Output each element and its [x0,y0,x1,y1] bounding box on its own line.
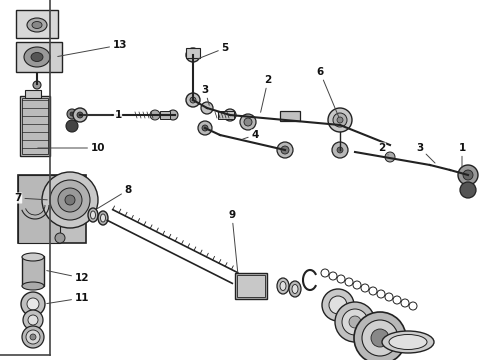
Circle shape [73,108,87,122]
Circle shape [240,114,256,130]
Text: 3: 3 [416,143,435,163]
Text: 13: 13 [58,40,127,57]
Circle shape [329,296,347,314]
Bar [25,90,41,98]
Circle shape [27,298,39,310]
Ellipse shape [22,282,44,290]
Circle shape [168,110,178,120]
Ellipse shape [91,211,96,219]
Circle shape [186,48,200,62]
Circle shape [26,330,40,344]
Ellipse shape [22,253,44,261]
Bar [16,42,62,72]
Circle shape [21,292,45,316]
Text: 10: 10 [38,143,105,153]
Circle shape [23,310,43,330]
Bar [16,10,58,38]
Circle shape [332,142,348,158]
Bar [18,175,86,243]
Circle shape [55,233,65,243]
Bar [235,273,267,299]
Ellipse shape [32,22,42,28]
Text: 4: 4 [243,130,259,140]
Bar [218,111,234,119]
Circle shape [371,329,389,347]
Circle shape [42,172,98,228]
Circle shape [354,312,406,360]
Bar [237,275,265,297]
Circle shape [190,97,196,103]
Ellipse shape [24,47,50,67]
Circle shape [65,195,75,205]
Circle shape [58,188,82,212]
Circle shape [50,180,90,220]
Circle shape [28,315,38,325]
Circle shape [33,81,41,89]
Circle shape [362,320,398,356]
Text: 9: 9 [228,210,238,272]
Text: 11: 11 [47,293,89,303]
Ellipse shape [31,53,43,62]
Circle shape [342,309,368,335]
Circle shape [70,112,74,116]
Circle shape [281,146,289,154]
Bar [18,175,60,243]
Text: 6: 6 [317,67,339,117]
Circle shape [328,108,352,132]
Text: 1: 1 [83,110,122,120]
Ellipse shape [98,211,108,225]
Circle shape [186,93,200,107]
Circle shape [201,102,213,114]
Bar [186,48,200,58]
Circle shape [460,182,476,198]
Circle shape [190,52,196,58]
Circle shape [458,165,478,185]
Circle shape [337,117,343,123]
Text: 5: 5 [197,43,229,59]
Ellipse shape [292,284,298,293]
Bar [160,111,170,119]
Circle shape [30,334,36,340]
Text: 2: 2 [261,75,271,112]
Bar [22,256,44,286]
Ellipse shape [27,18,47,32]
Circle shape [198,121,212,135]
Circle shape [77,112,83,118]
Circle shape [277,142,293,158]
Text: 8: 8 [98,185,132,208]
Circle shape [335,302,375,342]
Bar [20,96,50,156]
Circle shape [202,125,208,131]
Text: 3: 3 [201,85,209,105]
Ellipse shape [100,214,105,222]
Ellipse shape [280,282,286,291]
Bar [22,98,48,154]
Circle shape [463,170,473,180]
Circle shape [224,109,236,121]
Text: 7: 7 [14,193,47,203]
Circle shape [349,316,361,328]
Text: 1: 1 [458,143,466,167]
Circle shape [244,118,252,126]
Circle shape [22,326,44,348]
Circle shape [322,289,354,321]
Circle shape [333,113,347,127]
Circle shape [67,109,77,119]
Circle shape [66,120,78,132]
Circle shape [337,147,343,153]
Bar [280,111,300,121]
Circle shape [385,152,395,162]
Ellipse shape [277,278,289,294]
Text: 12: 12 [47,271,89,283]
Ellipse shape [88,208,98,222]
Ellipse shape [289,281,301,297]
Circle shape [150,110,160,120]
Ellipse shape [389,334,427,350]
Text: 2: 2 [378,143,388,155]
Ellipse shape [382,331,434,353]
